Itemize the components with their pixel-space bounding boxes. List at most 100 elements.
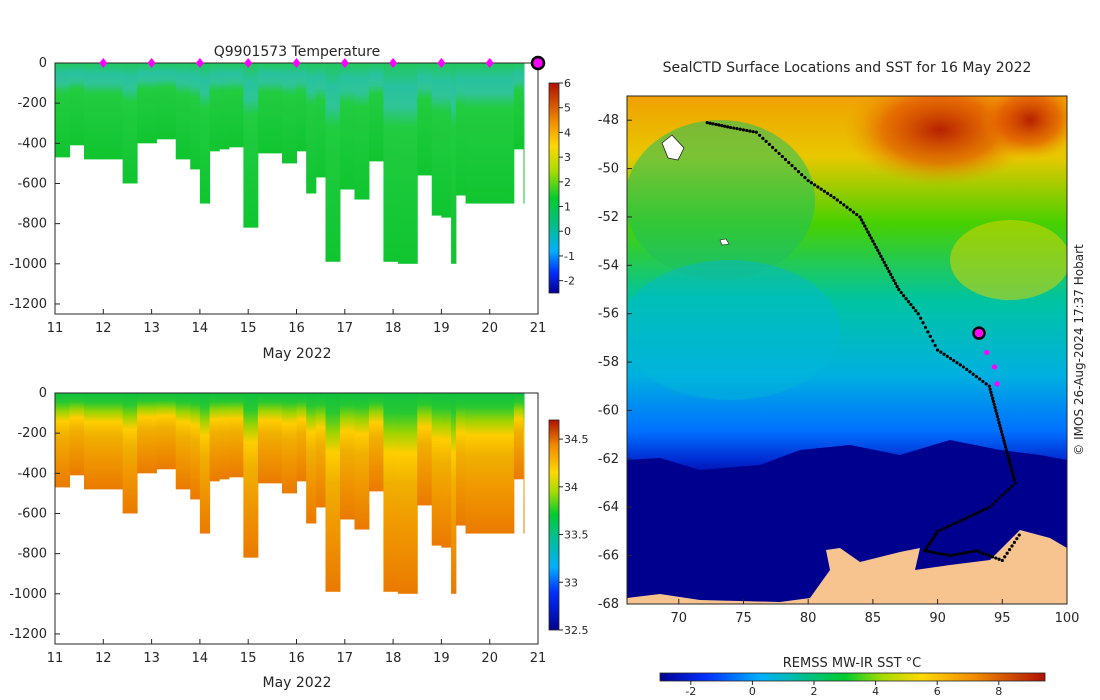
- x-tick-label: 11: [47, 321, 64, 336]
- profile-column: [243, 63, 259, 228]
- sst-colorbar-tick-label: 0: [749, 685, 756, 698]
- track-point: [868, 233, 872, 237]
- colorbar-tick-label: 5: [564, 102, 571, 115]
- map-y-tick-label: -54: [598, 258, 619, 273]
- track-point: [774, 148, 778, 153]
- track-point: [923, 325, 928, 329]
- track-point: [948, 523, 953, 527]
- profile-column: [190, 393, 201, 500]
- map-x-tick-label: 95: [994, 611, 1011, 626]
- profile-column: [339, 393, 355, 520]
- colorbar-tick-label: 1: [564, 201, 571, 214]
- profile-column: [199, 393, 211, 534]
- track-point: [728, 125, 733, 130]
- map-y-tick-label: -68: [598, 597, 619, 612]
- warm-region-east: [980, 96, 1067, 160]
- profile-column: [325, 63, 341, 262]
- temperature-xlabel: May 2022: [262, 346, 331, 362]
- track-point: [1010, 469, 1014, 473]
- profile-column: [339, 63, 355, 190]
- track-point: [926, 330, 930, 334]
- track-point: [987, 554, 991, 558]
- profile-column: [83, 63, 104, 160]
- track-point: [961, 517, 966, 521]
- profile-column: [55, 393, 70, 488]
- map-y-tick-label: -58: [598, 355, 619, 370]
- track-point: [835, 198, 839, 202]
- colorbar-tick-label: 3: [564, 151, 571, 164]
- y-tick-label: 0: [39, 386, 47, 401]
- track-point: [990, 502, 995, 506]
- track-point: [869, 236, 873, 240]
- recent-track-point: [994, 381, 1000, 387]
- map-x-tick-label: 75: [735, 611, 752, 626]
- track-point: [803, 176, 807, 180]
- track-point: [961, 365, 966, 369]
- profile-column: [55, 63, 70, 158]
- temperature-colorbar-ticks: 6 5 4 3 2 1 0 -1 -2: [559, 77, 575, 288]
- x-tick-label: 21: [530, 651, 547, 666]
- track-point: [974, 511, 979, 515]
- cool-region: [627, 260, 840, 400]
- track-point: [723, 124, 727, 128]
- track-point: [1005, 551, 1009, 555]
- track-point: [987, 505, 991, 509]
- profile-column: [306, 393, 317, 524]
- temperature-profiles: [55, 63, 525, 264]
- profile-column: [441, 63, 452, 218]
- copyright-annotation: © IMOS 26-Aug-2024 17:37 Hobart: [1072, 244, 1086, 456]
- track-point: [859, 218, 864, 222]
- surface-marker: [389, 58, 398, 68]
- profile-column: [417, 63, 433, 176]
- seal-track: [705, 121, 1021, 563]
- track-point: [796, 169, 801, 174]
- track-point: [885, 266, 890, 270]
- track-point: [777, 151, 781, 156]
- y-tick-label: -1000: [9, 587, 47, 602]
- map-y-ticks: -48 -50 -52 -54 -56 -58 -60 -62 -64 -66 -68: [598, 113, 632, 612]
- track-point: [995, 411, 999, 416]
- track-point: [1017, 533, 1021, 537]
- sst-colorbar-label: REMSS MW-IR SST °C: [783, 656, 922, 671]
- track-point: [942, 352, 946, 356]
- x-tick-label: 14: [192, 321, 209, 336]
- track-point: [806, 179, 810, 183]
- surface-marker: [195, 58, 204, 68]
- surface-marker: [485, 58, 494, 68]
- track-point: [968, 370, 972, 374]
- track-point: [945, 525, 949, 529]
- track-point: [793, 166, 797, 171]
- surface-marker: [147, 58, 156, 68]
- track-point: [884, 263, 888, 267]
- sst-colorbar: [659, 672, 1046, 682]
- track-point: [829, 193, 833, 198]
- profile-column: [354, 393, 370, 530]
- salinity-panel: 0 -200 -400 -600 -800 -1000 -1200 11 12 13 14 15 16…: [9, 386, 588, 691]
- track-point: [931, 339, 935, 343]
- y-tick-label: -1200: [9, 297, 47, 312]
- track-point: [735, 127, 739, 131]
- track-point: [948, 356, 953, 361]
- profile-column: [383, 63, 399, 262]
- profile-column: [513, 63, 525, 150]
- salinity-y-ticks: 0 -200 -400 -600 -800 -1000 -1200: [9, 386, 60, 642]
- antarctic-land: [627, 530, 1067, 604]
- map-y-tick-label: -62: [598, 452, 619, 467]
- colorbar-tick-label: 33: [564, 576, 578, 589]
- track-point: [720, 124, 724, 128]
- y-tick-label: -600: [17, 176, 47, 191]
- track-point: [997, 420, 1001, 425]
- track-point: [999, 430, 1004, 434]
- track-point: [864, 227, 869, 231]
- profile-column: [296, 63, 307, 152]
- map-x-tick-label: 80: [800, 611, 817, 626]
- track-point: [955, 520, 959, 524]
- track-point: [935, 529, 940, 534]
- track-point: [848, 208, 852, 212]
- track-point: [939, 528, 943, 532]
- track-point: [990, 555, 995, 559]
- track-point: [994, 556, 998, 560]
- profile-column: [455, 393, 467, 526]
- track-point: [989, 390, 993, 394]
- colorbar-tick-label: 32.5: [564, 624, 589, 637]
